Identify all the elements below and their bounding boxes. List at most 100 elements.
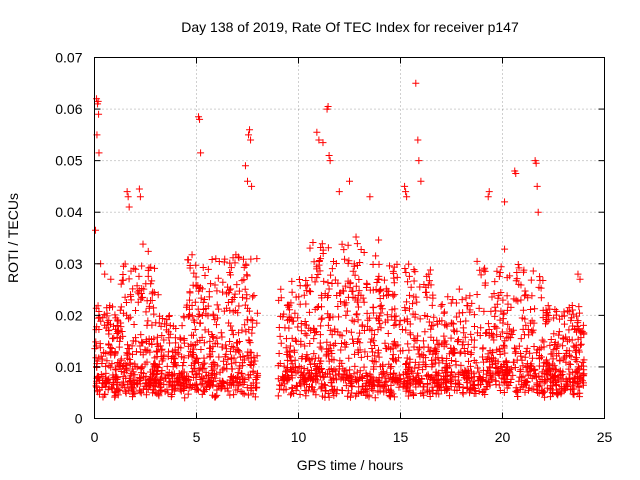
data-point <box>482 356 490 364</box>
data-point <box>351 271 359 279</box>
data-point <box>344 241 352 249</box>
data-point <box>129 337 137 345</box>
data-point <box>249 293 257 301</box>
data-point <box>435 380 443 388</box>
data-point <box>176 334 184 342</box>
data-point <box>119 362 127 370</box>
y-tick-label: 0.04 <box>55 204 82 220</box>
data-point <box>328 265 336 273</box>
data-point-peak <box>402 188 410 196</box>
data-point <box>418 351 426 359</box>
data-point <box>253 352 261 360</box>
data-point <box>353 240 361 248</box>
data-point-peak <box>401 182 409 190</box>
y-tick-label: 0.02 <box>55 307 82 323</box>
data-point <box>473 257 481 265</box>
data-point <box>549 355 557 363</box>
data-point <box>523 344 531 352</box>
data-point-peak <box>335 188 343 196</box>
data-point <box>575 365 583 373</box>
data-point <box>199 298 207 306</box>
data-point <box>496 316 504 324</box>
data-point <box>565 326 573 334</box>
data-point <box>406 320 414 328</box>
x-axis-label: GPS time / hours <box>297 457 404 473</box>
data-point <box>579 321 587 329</box>
data-point <box>235 348 243 356</box>
data-point <box>470 390 478 398</box>
data-point <box>364 316 372 324</box>
data-point <box>388 313 396 321</box>
data-point <box>251 357 259 365</box>
data-point <box>275 324 283 332</box>
data-point <box>464 302 472 310</box>
data-point <box>193 355 201 363</box>
data-point <box>318 380 326 388</box>
data-point-peak <box>245 131 253 139</box>
data-point <box>151 264 159 272</box>
data-point <box>357 374 365 382</box>
data-point <box>405 272 413 280</box>
data-point <box>183 301 191 309</box>
data-point <box>213 287 221 295</box>
data-point <box>123 365 131 373</box>
data-point <box>548 350 556 358</box>
data-point <box>466 292 474 300</box>
data-point <box>555 350 563 358</box>
data-point <box>507 303 515 311</box>
data-point <box>337 346 345 354</box>
data-point <box>370 363 378 371</box>
data-point <box>247 358 255 366</box>
data-point <box>317 291 325 299</box>
data-point <box>496 347 504 355</box>
data-point <box>139 240 147 248</box>
data-point <box>288 334 296 342</box>
data-point <box>474 364 482 372</box>
data-point <box>466 389 474 397</box>
data-point <box>198 333 206 341</box>
data-point <box>150 381 158 389</box>
data-point <box>187 384 195 392</box>
data-point <box>327 347 335 355</box>
data-point <box>318 240 326 248</box>
data-point <box>325 366 333 374</box>
data-point-peak <box>417 177 425 185</box>
data-point <box>390 269 398 277</box>
data-point <box>380 276 388 284</box>
data-point <box>447 319 455 327</box>
data-point <box>369 387 377 395</box>
data-point <box>150 310 158 318</box>
data-point <box>307 288 315 296</box>
data-point <box>324 370 332 378</box>
data-point <box>292 337 300 345</box>
data-point <box>574 377 582 385</box>
data-point <box>132 348 140 356</box>
data-point <box>488 349 496 357</box>
data-point <box>305 370 313 378</box>
data-point <box>507 378 515 386</box>
data-point <box>199 264 207 272</box>
data-point <box>440 309 448 317</box>
data-point <box>158 386 166 394</box>
data-point <box>467 330 475 338</box>
data-point <box>390 369 398 377</box>
data-point <box>243 271 251 279</box>
data-point <box>352 375 360 383</box>
data-point <box>479 389 487 397</box>
data-point <box>514 260 522 268</box>
data-point <box>227 373 235 381</box>
data-point <box>507 365 515 373</box>
data-point <box>389 290 397 298</box>
data-point <box>232 358 240 366</box>
data-point <box>575 383 583 391</box>
data-point <box>212 393 220 401</box>
data-point <box>115 328 123 336</box>
data-point <box>350 260 358 268</box>
data-point <box>391 316 399 324</box>
data-point <box>161 388 169 396</box>
data-point <box>384 329 392 337</box>
data-point <box>191 341 199 349</box>
data-point <box>314 270 322 278</box>
data-point <box>277 382 285 390</box>
data-point <box>215 305 223 313</box>
